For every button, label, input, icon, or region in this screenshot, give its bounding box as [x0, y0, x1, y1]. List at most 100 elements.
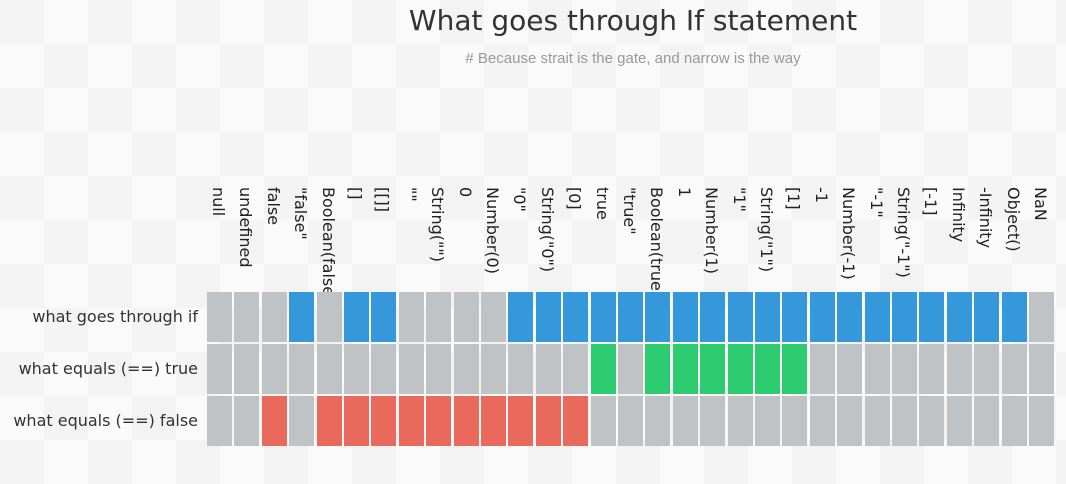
heatmap-cell: [864, 292, 890, 342]
heatmap-cell: [371, 396, 397, 446]
heatmap-cell: [234, 396, 260, 446]
heatmap-cell: [892, 292, 917, 342]
heatmap-cell: [1029, 344, 1054, 394]
heatmap-cell: [481, 292, 506, 342]
heatmap-cell: [344, 396, 369, 446]
heatmap-cell: [289, 292, 315, 342]
column-label: Boolean(true): [647, 187, 667, 298]
heatmap-cell: [700, 396, 726, 446]
heatmap-cell: [618, 292, 643, 342]
column-label: true: [592, 187, 612, 220]
column-label: false: [263, 187, 283, 226]
heatmap-cell: [316, 292, 342, 342]
heatmap-cell: [700, 292, 726, 342]
heatmap-cell: [727, 344, 753, 394]
heatmap-cell: [645, 396, 671, 446]
page: { "header": { "title": "What goes throug…: [13, 4, 1054, 446]
column-label: String(""): [428, 187, 448, 262]
heatmap-cell: [755, 344, 780, 394]
heatmap-cell: [316, 396, 342, 446]
column-label: String("0"): [537, 187, 557, 273]
heatmap-cell: [645, 344, 671, 394]
heatmap-cell: [398, 344, 424, 394]
heatmap-cell: [782, 396, 808, 446]
heatmap-cell: [809, 292, 835, 342]
row-label: what goes through if: [32, 307, 198, 326]
heatmap-cell: [809, 396, 835, 446]
heatmap-cell: [261, 344, 287, 394]
heatmap-cell: [590, 396, 616, 446]
heatmap-cell: [316, 344, 342, 394]
heatmap-cell: [1001, 396, 1027, 446]
column-label: Infinity: [948, 187, 968, 243]
heatmap-cell: [672, 292, 698, 342]
heatmap-cell: [207, 292, 232, 342]
heatmap-cell: [1001, 292, 1027, 342]
heatmap-cell: [207, 344, 232, 394]
column-label: Object(): [1003, 187, 1023, 252]
heatmap-cell: [481, 396, 506, 446]
heatmap-cell: [864, 396, 890, 446]
heatmap-cell: [344, 292, 369, 342]
heatmap-cell: [919, 292, 945, 342]
column-label: "-1": [866, 187, 886, 218]
heatmap-cell: [782, 344, 808, 394]
row-label: what equals (==) false: [13, 411, 198, 430]
heatmap-cell: [508, 292, 534, 342]
column-label: String("1"): [757, 187, 776, 273]
heatmap-cell: [261, 292, 287, 342]
heatmap-cell: [535, 292, 561, 342]
column-label: "false": [291, 187, 311, 240]
column-label: 1: [674, 187, 694, 198]
page-title: What goes through If statement: [408, 4, 858, 37]
heatmap-cell: [234, 292, 260, 342]
heatmap-cell: [919, 396, 945, 446]
heatmap-cell: [453, 396, 479, 446]
heatmap-cell: [453, 292, 479, 342]
heatmap-cell: [508, 396, 534, 446]
heatmap-cell: [864, 344, 890, 394]
heatmap-cell: [946, 292, 972, 342]
heatmap-cell: [618, 344, 643, 394]
column-label: "1": [729, 187, 749, 212]
page-subtitle: # Because strait is the gate, and narrow…: [465, 50, 801, 67]
heatmap-cell: [727, 292, 753, 342]
heatmap-cell: [837, 292, 863, 342]
column-label: -1: [811, 187, 831, 203]
heatmap-cell: [590, 344, 616, 394]
heatmap-cell: [892, 396, 917, 446]
heatmap-cell: [974, 396, 1000, 446]
column-label: null: [209, 187, 228, 217]
heatmap-cell: [535, 344, 561, 394]
heatmap-cell: [426, 344, 452, 394]
column-label: [-1]: [921, 187, 941, 216]
heatmap-cell: [481, 344, 506, 394]
heatmap-cell: [344, 344, 369, 394]
column-label: "true": [620, 187, 639, 235]
heatmap-cell: [371, 292, 397, 342]
heatmap-cell: [261, 396, 287, 446]
heatmap-cell: [563, 292, 589, 342]
column-label: Number(0): [483, 187, 502, 274]
heatmap-cell: [974, 344, 1000, 394]
heatmap-cell: [426, 396, 452, 446]
heatmap-cell: [234, 344, 260, 394]
column-label: NaN: [1031, 187, 1050, 221]
heatmap-cell: [672, 344, 698, 394]
heatmap-cell: [974, 292, 1000, 342]
heatmap-cell: [672, 396, 698, 446]
heatmap-cell: [727, 396, 753, 446]
column-label: -Infinity: [976, 187, 996, 249]
heatmap-cell: [1029, 292, 1054, 342]
column-label: [1]: [784, 187, 804, 210]
heatmap-cell: [1001, 344, 1027, 394]
heatmap-cell: [289, 344, 315, 394]
column-label: []: [346, 187, 365, 200]
heatmap-cell: [289, 396, 315, 446]
heatmap-cell: [946, 344, 972, 394]
heatmap-cell: [837, 344, 863, 394]
column-label: 0: [455, 187, 475, 198]
column-label: Number(1): [702, 187, 722, 274]
heatmap-cell: [207, 396, 232, 446]
heatmap-cell: [1029, 396, 1054, 446]
